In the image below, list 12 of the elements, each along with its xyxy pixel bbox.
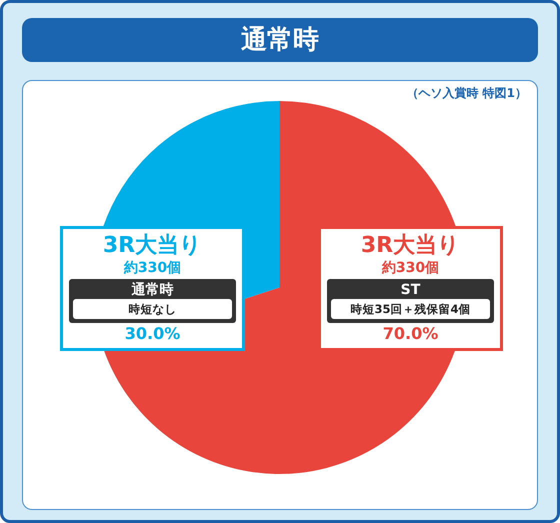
chart-subtitle: （ヘソ入賞時 特図1） xyxy=(406,85,527,102)
text: 3R大当り xyxy=(102,233,204,259)
text: 3R大当り xyxy=(360,233,462,259)
text: 時短35回＋残保留4個 xyxy=(331,299,490,319)
chart-title: 通常時 xyxy=(22,18,538,62)
slice-label: 通常時 xyxy=(130,281,174,299)
text: 約330個 xyxy=(122,259,182,277)
data-label: 30.0% xyxy=(124,323,182,345)
text: 時短なし xyxy=(73,299,232,319)
text: 約330個 xyxy=(380,259,440,277)
slice-label: ST xyxy=(400,281,422,299)
data-label: 70.0% xyxy=(382,323,440,345)
